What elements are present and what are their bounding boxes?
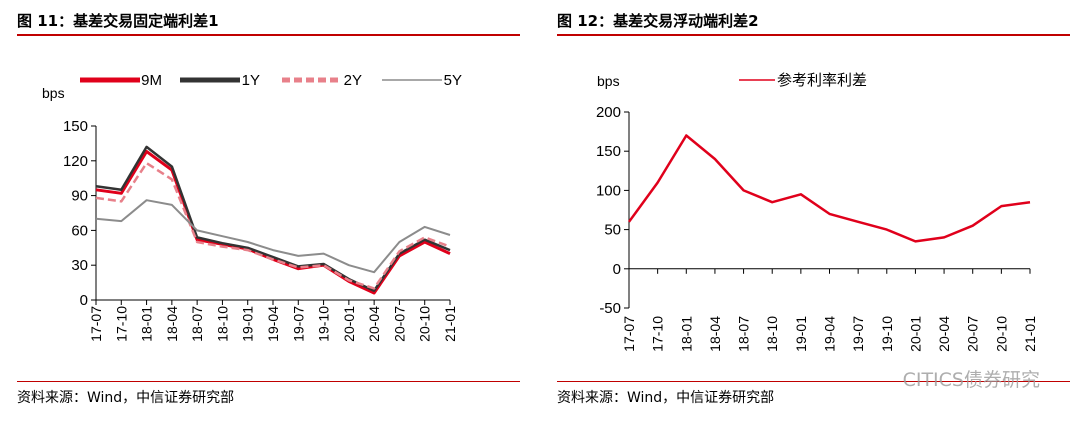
y-axis-label: bps [42,85,65,101]
x-tick-label: 18-10 [764,316,780,352]
x-tick-label: 18-07 [189,306,205,342]
x-tick-label: 19-10 [316,306,332,342]
title-rule [17,34,520,36]
floating-spread-chart: bps -50 0 50 100 150 200 17-07 17-10 18-01 18-04 18… [596,72,1038,352]
series-line-0 [627,134,1031,243]
x-tick-label: 18-01 [678,316,694,352]
y-tick-label: 150 [63,118,88,135]
series-line-0 [95,150,451,295]
y-tick-label: 120 [63,153,88,170]
x-tick-label: 19-07 [290,306,306,342]
series-line-3 [95,199,451,274]
x-tick-label: 17-10 [113,306,129,342]
x-tick-label: 20-07 [965,316,981,352]
x-tick-label: 19-04 [822,316,838,352]
x-tick-label: 17-07 [621,316,637,352]
x-tick-label: 19-04 [265,306,281,342]
x-tick-label: 21-01 [442,306,458,342]
x-tick-label: 20-07 [391,306,407,342]
right-figure: 图 12：基差交易浮动端利差2 bps -50 0 50 100 150 200 17-07 1… [557,0,1080,427]
fixed-spread-chart: bps 0 30 60 90 120 150 17-07 17-10 18-01 18-04 18-0… [42,72,462,342]
legend-label: 5Y [444,72,462,89]
x-tick-label: 18-10 [214,306,230,342]
y-tick-label: 90 [71,188,88,205]
y-tick-label: 150 [596,143,621,160]
source-note: 资料来源：Wind，中信证券研究部 [557,390,775,406]
y-axis-label: bps [597,73,620,89]
x-tick-label: 18-04 [164,306,180,342]
legend-label: 2Y [344,72,362,89]
series-line-1 [95,145,451,292]
title-rule [557,34,1070,36]
source-rule [557,381,1070,382]
left-figure: 图 11：基差交易固定端利差1 bps 0 30 60 90 120 150 17-07 17-… [0,0,520,427]
y-tick-label: 50 [604,222,621,239]
y-tick-label: 0 [80,292,88,309]
legend-label: 参考利率利差 [777,72,867,89]
y-tick-label: -50 [599,300,621,317]
x-tick-label: 20-04 [366,306,382,342]
watermark: CITICS债券研究 [902,369,1040,391]
y-tick-label: 30 [71,257,88,274]
x-tick-label: 17-10 [650,316,666,352]
series-line-2 [95,161,451,290]
x-tick-label: 21-01 [1022,316,1038,352]
figure-title: 图 11：基差交易固定端利差1 [17,12,219,30]
y-tick-label: 200 [596,104,621,121]
figure-title: 图 12：基差交易浮动端利差2 [557,12,759,30]
x-tick-label: 20-01 [907,316,923,352]
y-tick-label: 0 [613,261,621,278]
legend-label: 1Y [242,72,260,89]
y-tick-label: 60 [71,222,88,239]
x-tick-label: 20-04 [936,316,952,352]
x-tick-label: 18-04 [707,316,723,352]
x-tick-label: 17-07 [88,306,104,342]
x-tick-label: 19-07 [850,316,866,352]
source-note: 资料来源：Wind，中信证券研究部 [17,390,235,406]
y-tick-label: 100 [596,182,621,199]
x-tick-label: 19-10 [879,316,895,352]
x-tick-label: 20-10 [993,316,1009,352]
x-tick-label: 18-01 [139,306,155,342]
x-tick-label: 19-01 [240,306,256,342]
x-tick-label: 19-01 [793,316,809,352]
legend-label: 9M [141,72,162,89]
source-rule [17,381,520,382]
x-tick-label: 20-10 [417,306,433,342]
x-tick-label: 20-01 [341,306,357,342]
x-tick-label: 18-07 [736,316,752,352]
